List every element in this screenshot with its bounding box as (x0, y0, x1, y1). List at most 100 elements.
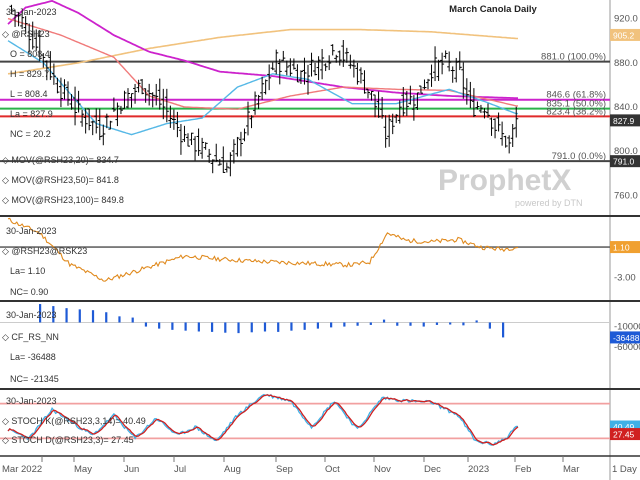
cot-symbol: ◇ CF_RS_NN (2, 332, 59, 342)
spread-la: La= 1.10 (10, 266, 45, 276)
cot-date: 30-Jan-2023 (6, 310, 57, 320)
x-tick-label: Aug (224, 464, 241, 475)
x-tick-label: Nov (374, 464, 391, 475)
cot-tick-label: -10000 (614, 322, 640, 333)
stoch-date: 30-Jan-2023 (6, 396, 57, 406)
sma200-line (7, 28, 518, 75)
stoch-k-label: ◇ STOCH K(@RSH23,3,14)= 40.49 (2, 416, 146, 426)
stoch-tag-box-text: 27.45 (613, 430, 635, 440)
cot-bar (184, 322, 187, 331)
cot-bar (488, 322, 491, 329)
sma100-line (7, 0, 518, 100)
price-tag-box-text: 905.2 (613, 30, 635, 40)
spread-date: 30-Jan-2023 (6, 226, 57, 236)
sma50-line (7, 17, 518, 110)
ohlc-NC: NC = 20.2 (10, 129, 51, 139)
ma-legend: ◇ MOV(@RSH23,50)= 841.8 (2, 175, 119, 185)
fib-label: 846.6 (61.8%) (546, 90, 606, 101)
date-label: 30-Jan-2023 (6, 7, 57, 17)
fib-label: 835.1 (50.0%) (546, 99, 606, 110)
cot-bar (316, 322, 319, 329)
fib-label: 791.0 (0.0%) (552, 151, 606, 162)
cot-bar (144, 322, 148, 327)
price-tick-label: 880.0 (614, 58, 638, 69)
x-tick-label: May (74, 464, 92, 475)
cot-bar (435, 322, 439, 325)
price-tick-label: 920.0 (614, 14, 638, 25)
x-tick-label: 2023 (468, 464, 489, 475)
watermark-sub: powered by DTN (515, 198, 583, 208)
stoch-d-line (7, 394, 519, 446)
symbol-label: ◇ @RSH23 (2, 29, 50, 39)
cot-bar (449, 322, 452, 325)
ohlc-H: H = 829.7 (10, 69, 49, 79)
cot-bar (105, 312, 108, 323)
cot-bar (409, 322, 412, 326)
cot-bar (78, 309, 81, 323)
cot-bar (290, 322, 293, 331)
ma-legend: ◇ MOV(@RSH23,100)= 849.8 (2, 195, 124, 205)
fib-tag-box (610, 155, 640, 168)
x-axis: Mar 2022 May Jun Jul Aug Sep Oct Nov Dec 2023 Feb M… (2, 456, 637, 475)
spread-panel: -3.00 1.10 30-Jan-2023 ◇ @RSH23@RSK23 La= 1.… (0, 217, 640, 302)
cot-bar (303, 322, 306, 330)
x-tick-label: Oct (325, 464, 340, 475)
ohlc-La: La = 827.9 (10, 109, 53, 119)
stoch-tag-box-text: 40.49 (613, 422, 635, 432)
stoch-tag-box (610, 428, 640, 441)
fib-tag-box-text: 791.0 (613, 157, 635, 167)
x-period-label: 1 Day (612, 464, 637, 475)
cot-bar (462, 322, 465, 326)
cot-bar (502, 322, 505, 338)
fib-label: 823.4 (38.2%) (546, 106, 606, 117)
cot-tag-box (610, 331, 640, 344)
cot-bar (131, 317, 134, 323)
sma20-line (7, 40, 518, 136)
cot-nc: NC= -21345 (10, 374, 59, 384)
cot-bar (237, 322, 240, 334)
ohlc-O: O = 808.4 (10, 49, 50, 59)
cot-bar (475, 320, 478, 323)
spread-tag-box-text: 1.10 (613, 243, 630, 253)
price-tag-box (610, 114, 640, 127)
x-tick-label: Sep (276, 464, 293, 475)
price-tick-label: 840.0 (614, 102, 638, 113)
cot-bar (382, 319, 386, 323)
cot-bar (158, 322, 161, 329)
spread-nc: NC= 0.90 (10, 287, 48, 297)
cot-bar (250, 322, 253, 333)
cot-bar (343, 322, 346, 327)
price-tick-label: 800.0 (614, 146, 638, 157)
x-tick-label: Mar 2022 (2, 464, 42, 475)
spread-symbol: ◇ @RSH23@RSK23 (2, 246, 87, 256)
cot-tick-label: -60000 (614, 342, 640, 353)
cot-bar (277, 322, 280, 332)
cot-bar (263, 322, 267, 332)
cot-bar (65, 308, 68, 323)
ohlc-L: L = 808.4 (10, 89, 47, 99)
cot-la: La= -36488 (10, 352, 56, 362)
cot-bar (52, 306, 55, 323)
cot-bar (118, 316, 121, 323)
x-tick-label: Jun (124, 464, 139, 475)
price-tick-label: 760.0 (614, 190, 638, 201)
cot-bar (369, 322, 372, 325)
price-tag-box (610, 28, 640, 41)
cot-bar (197, 322, 200, 332)
cot-bar (224, 322, 227, 333)
cot-panel: -10000 -60000-36488 30-Jan-2023 ◇ CF_RS_NN L… (0, 304, 640, 390)
x-tick-label: Dec (424, 464, 441, 475)
ma-legend: ◇ MOV(@RSH23,20)= 834.7 (2, 155, 119, 165)
spread-tick-label: -3.00 (614, 273, 636, 284)
cot-bar (91, 310, 95, 323)
spread-line (7, 217, 519, 282)
x-tick-label: Jul (174, 464, 186, 475)
cot-bar (356, 322, 359, 326)
cot-tag-box-text: -36488 (613, 333, 640, 343)
chart-title: March Canola Daily (449, 4, 537, 15)
cot-bar (171, 322, 174, 330)
